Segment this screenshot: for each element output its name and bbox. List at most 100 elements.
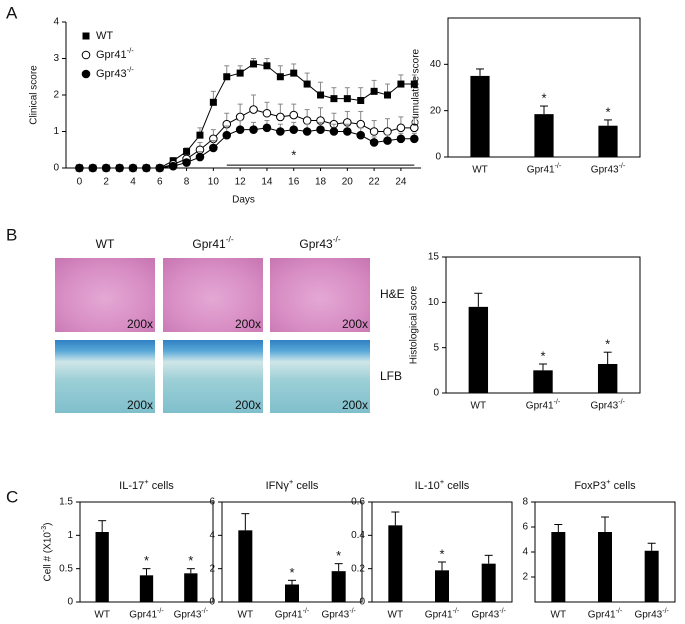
y-tick-label: 4 <box>209 530 215 541</box>
marker <box>369 138 379 147</box>
marker <box>223 73 231 81</box>
marker <box>196 131 204 139</box>
marker <box>383 136 392 145</box>
marker <box>329 127 339 136</box>
legend-marker <box>81 69 91 79</box>
marker <box>410 134 419 144</box>
marker <box>88 163 98 173</box>
magnification: 200x <box>127 317 153 331</box>
bar <box>470 75 490 157</box>
y-tick-label: 0 <box>359 597 365 608</box>
marker <box>235 112 245 122</box>
bar <box>238 530 253 602</box>
y-tick-label: 6 <box>209 497 215 508</box>
bar <box>597 363 618 393</box>
y-tick-label: 1.5 <box>59 497 73 508</box>
chart-title: IL-17+ cells <box>119 477 174 492</box>
x-tick-label: Gpr41-/- <box>425 608 460 620</box>
x-tick-label: Gpr43-/- <box>590 399 625 411</box>
significance-label: * <box>291 148 296 163</box>
y-tick-label: 6 <box>522 522 528 533</box>
y-tick-label: 0 <box>53 163 59 174</box>
panel-label: B <box>6 225 17 244</box>
marker <box>263 62 271 70</box>
bar <box>435 570 449 602</box>
x-tick-label: 6 <box>157 177 163 188</box>
series-line <box>79 109 415 169</box>
histology-images: WT Gpr41-/- Gpr43-/- H&E LFB 200x 200x 2… <box>55 234 405 413</box>
y-tick-label: 1 <box>67 530 73 541</box>
bar <box>468 306 489 393</box>
chart-title: IFNγ+ cells <box>266 477 319 492</box>
marker <box>357 96 365 104</box>
legend-label: Gpr43-/- <box>96 65 134 80</box>
marker <box>250 60 258 68</box>
marker <box>262 108 272 118</box>
marker <box>316 125 325 134</box>
x-tick-label: Gpr43-/- <box>471 608 506 620</box>
marker <box>289 110 299 120</box>
legend-marker <box>81 50 91 60</box>
marker <box>168 161 178 171</box>
legend-marker <box>82 32 90 40</box>
marker <box>222 130 232 140</box>
significance-label: * <box>605 104 610 119</box>
x-tick-label: WT <box>472 165 488 176</box>
marker <box>384 91 392 99</box>
marker <box>330 95 338 103</box>
y-axis-label: Histological score <box>409 285 420 364</box>
he-image <box>270 258 370 332</box>
y-tick-label: 40 <box>430 59 442 70</box>
marker <box>209 98 217 106</box>
lfb-image <box>270 340 370 413</box>
marker <box>101 163 111 173</box>
y-tick-label: 2 <box>522 572 528 583</box>
x-tick-label: Gpr41-/- <box>588 608 623 620</box>
marker <box>276 112 285 122</box>
x-tick-label: WT <box>238 610 254 621</box>
row-label: H&E <box>380 287 405 301</box>
marker <box>276 73 284 81</box>
significance-label: * <box>541 90 546 105</box>
marker <box>383 127 392 136</box>
he-image <box>55 258 155 332</box>
x-tick-label: 14 <box>261 177 273 188</box>
x-tick-label: 20 <box>342 177 354 188</box>
y-tick-label: 2 <box>53 90 59 101</box>
x-tick-label: 18 <box>315 177 327 188</box>
marker <box>262 123 272 133</box>
x-tick-label: 4 <box>130 177 136 188</box>
marker <box>410 123 419 133</box>
x-tick-label: Gpr41-/- <box>526 399 561 411</box>
bar <box>534 114 554 157</box>
marker <box>302 116 312 125</box>
y-tick-label: 0 <box>67 597 73 608</box>
marker <box>356 119 366 129</box>
bar <box>95 532 109 602</box>
y-axis-label: Clinical score <box>29 65 40 125</box>
significance-label: * <box>336 548 341 563</box>
significance-label: * <box>188 553 193 568</box>
marker <box>317 91 325 99</box>
y-tick-label: 10 <box>428 297 440 308</box>
x-axis-label: Days <box>232 195 255 206</box>
significance-label: * <box>540 348 545 363</box>
y-tick-label: 20 <box>430 105 442 116</box>
chart-title: FoxP3+ cells <box>574 477 636 492</box>
y-tick-label: 8 <box>522 497 528 508</box>
marker <box>290 69 298 77</box>
marker <box>289 125 299 134</box>
x-tick-label: Gpr43-/- <box>321 608 356 620</box>
marker <box>249 105 258 114</box>
legend-label: WT <box>96 30 113 42</box>
marker <box>369 127 379 136</box>
column-label: Gpr41-/- <box>192 234 233 251</box>
x-tick-label: Gpr43-/- <box>591 163 626 175</box>
legend-label: Gpr41-/- <box>96 46 134 61</box>
marker <box>183 148 191 156</box>
x-tick-label: WT <box>388 610 404 621</box>
bar <box>139 575 154 602</box>
bar <box>644 550 659 602</box>
x-tick-label: Gpr43-/- <box>174 608 209 620</box>
